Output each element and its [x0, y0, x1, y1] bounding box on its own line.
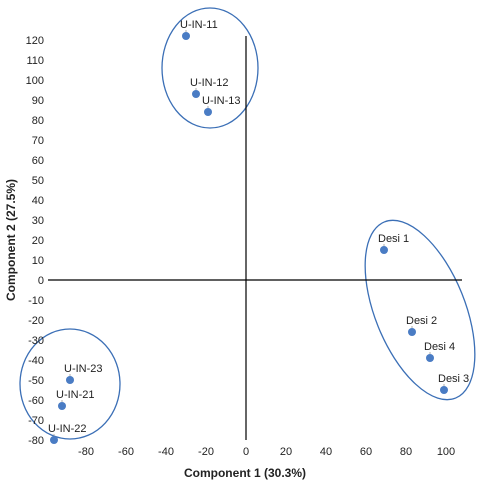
cluster-ellipse-right — [364, 219, 476, 401]
data-point — [204, 108, 212, 116]
y-tick-label: 90 — [32, 95, 44, 107]
cluster-ellipse-bottom-left — [19, 328, 121, 440]
data-point-label: U-IN-11 — [180, 19, 218, 31]
x-tick-label: 60 — [360, 446, 372, 458]
x-axis-title: Component 1 (30.3%) — [184, 466, 306, 480]
y-tick-label: -10 — [28, 295, 44, 307]
x-tick-label: -80 — [78, 446, 94, 458]
y-tick-label: 40 — [32, 195, 44, 207]
data-point — [58, 402, 66, 410]
x-tick-label: -20 — [198, 446, 214, 458]
x-tick-label: 20 — [280, 446, 292, 458]
data-point-label: Desi 2 — [406, 315, 437, 327]
y-tick-label: -30 — [28, 335, 44, 347]
y-tick-label: -50 — [28, 375, 44, 387]
data-point-label: Desi 3 — [438, 373, 469, 385]
x-tick-label: 100 — [437, 446, 455, 458]
y-axis-title: Component 2 (27.5%) — [4, 179, 18, 301]
y-tick-label: -40 — [28, 355, 44, 367]
data-point-label: Desi 4 — [424, 341, 455, 353]
data-point-label: U-IN-21 — [56, 389, 95, 401]
y-tick-label: 60 — [32, 155, 44, 167]
axes: -80 -60 -40 -20 0 20 40 60 80 1001201101009080706… — [26, 35, 462, 458]
data-point — [408, 328, 416, 336]
x-tick-label: 80 — [400, 446, 412, 458]
data-point — [66, 376, 74, 384]
y-tick-label: -80 — [28, 435, 44, 447]
data-point-label: U-IN-12 — [190, 77, 229, 89]
data-point-label: U-IN-23 — [64, 363, 103, 375]
x-tick-label: 40 — [320, 446, 332, 458]
y-tick-label: -70 — [28, 415, 44, 427]
y-tick-label: -60 — [28, 395, 44, 407]
x-tick-label: 0 — [243, 446, 249, 458]
y-tick-label: 80 — [32, 115, 44, 127]
data-point — [380, 246, 388, 254]
data-point — [50, 436, 58, 444]
data-points: U-IN-11 U-IN-12 U-IN-13 Desi 1 Desi 2 Desi 4 D… — [48, 19, 469, 444]
x-tick-label: -40 — [158, 446, 174, 458]
cluster-ellipses — [19, 7, 476, 440]
y-tick-label: 100 — [26, 75, 44, 87]
y-tick-label: 110 — [26, 55, 44, 67]
cluster-ellipse-top — [161, 7, 259, 129]
data-point — [426, 354, 434, 362]
data-point-label: U-IN-13 — [202, 95, 241, 107]
data-point-label: U-IN-22 — [48, 423, 87, 435]
y-tick-label: 0 — [38, 275, 44, 287]
data-point — [192, 90, 200, 98]
y-tick-label: 120 — [26, 35, 44, 47]
data-point — [440, 386, 448, 394]
x-tick-label: -60 — [118, 446, 134, 458]
data-point — [182, 32, 190, 40]
y-tick-label: 30 — [32, 215, 44, 227]
data-point-label: Desi 1 — [378, 233, 409, 245]
y-tick-label: 70 — [32, 135, 44, 147]
y-tick-label: -20 — [28, 315, 44, 327]
y-tick-label: 20 — [32, 235, 44, 247]
y-tick-label: 50 — [32, 175, 44, 187]
y-tick-label: 10 — [32, 255, 44, 267]
